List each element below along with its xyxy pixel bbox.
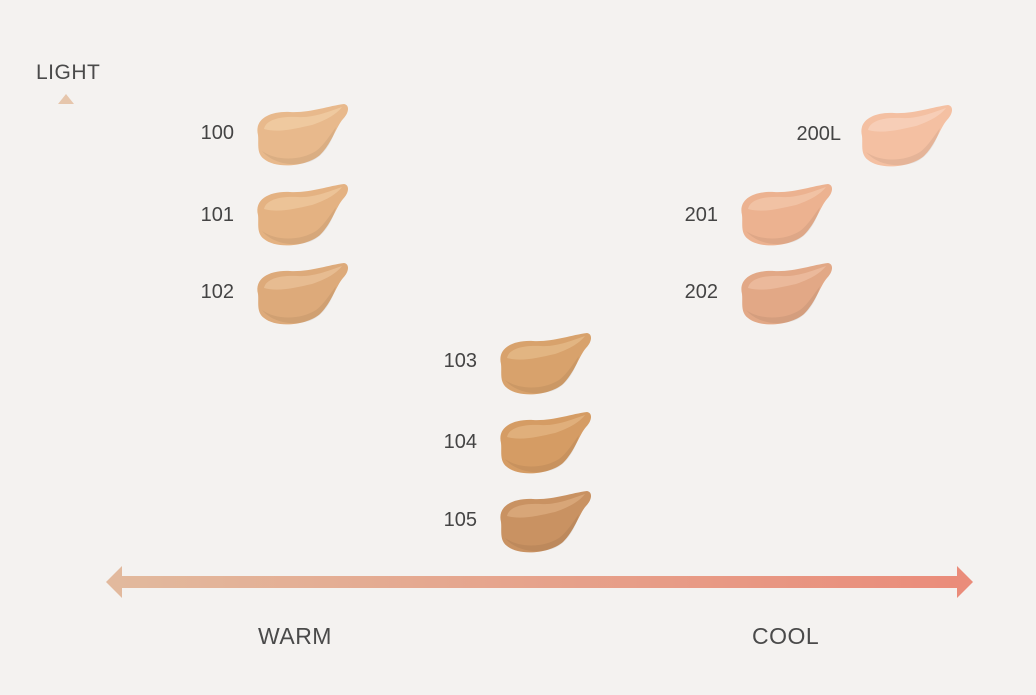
warm-axis-label: WARM — [258, 623, 332, 649]
horizontal-axis-left-arrowhead — [106, 566, 122, 598]
shade-label-105: 105 — [443, 509, 477, 531]
swatch-105 — [500, 491, 592, 553]
swatch-104 — [500, 412, 592, 474]
shade-label-202: 202 — [684, 281, 718, 303]
swatch-202 — [741, 263, 833, 325]
cool-axis-label: COOL — [752, 623, 820, 649]
shade-label-201: 201 — [684, 204, 718, 226]
horizontal-axis-bar — [118, 576, 962, 588]
swatch-201 — [741, 184, 833, 246]
swatch-101 — [257, 184, 349, 246]
light-axis-label: LIGHT — [36, 61, 101, 84]
swatch-100 — [257, 104, 349, 166]
shade-label-104: 104 — [443, 431, 477, 453]
shade-label-103: 103 — [443, 350, 477, 372]
shade-label-101: 101 — [200, 204, 234, 226]
horizontal-axis-right-arrowhead — [957, 566, 973, 598]
swatch-103 — [500, 333, 592, 395]
swatch-200l — [861, 105, 953, 167]
vertical-axis-arrowhead — [58, 94, 74, 104]
swatch-102 — [257, 263, 349, 325]
shade-label-100: 100 — [200, 122, 234, 144]
shade-label-200l: 200L — [796, 123, 842, 145]
shade-label-102: 102 — [200, 281, 234, 303]
